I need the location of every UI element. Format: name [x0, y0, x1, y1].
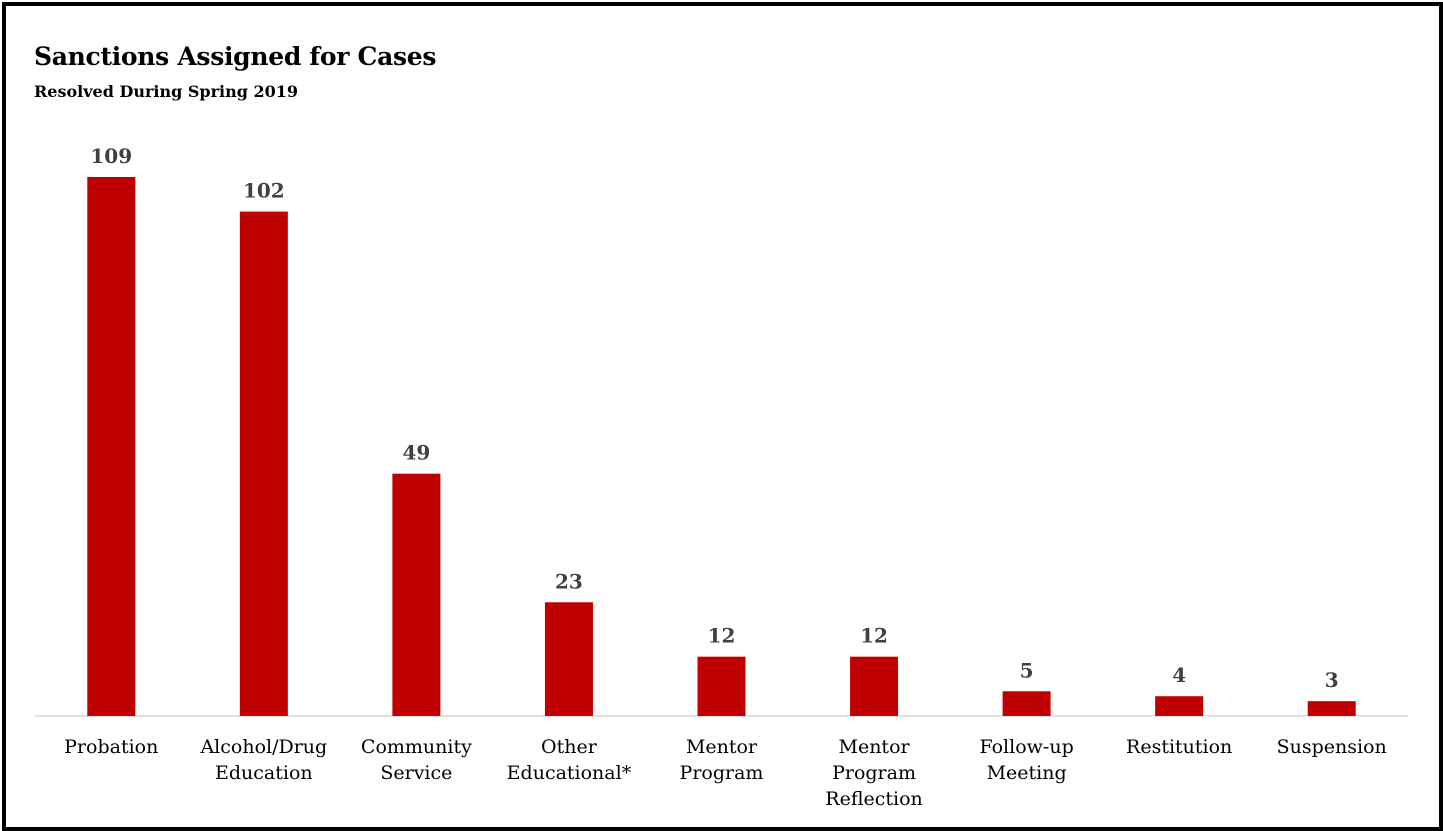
data-label: 102	[243, 179, 285, 203]
bar	[87, 177, 136, 716]
data-label: 12	[860, 624, 888, 648]
bar	[544, 602, 593, 716]
bar	[239, 211, 288, 716]
category-label: Community Service	[361, 736, 472, 784]
bar	[850, 656, 899, 716]
chart-subtitle: Resolved During Spring 2019	[34, 82, 299, 101]
data-label: 23	[555, 569, 583, 593]
chart-title: Sanctions Assigned for Cases	[34, 42, 437, 71]
data-label: 109	[90, 144, 132, 168]
category-label: Mentor Program	[680, 736, 764, 784]
category-label: Mentor Program Reflection	[825, 736, 923, 810]
bar	[1002, 691, 1051, 716]
data-label: 12	[708, 624, 736, 648]
category-label: Probation	[64, 736, 158, 758]
category-label: Alcohol/Drug Education	[199, 736, 327, 784]
bar	[1155, 696, 1204, 716]
data-label: 3	[1325, 668, 1339, 692]
category-label: Follow-up Meeting	[979, 736, 1073, 784]
category-label: Suspension	[1277, 736, 1387, 758]
category-label: Restitution	[1126, 736, 1232, 758]
category-label: Other Educational*	[507, 736, 632, 784]
data-label: 49	[402, 441, 430, 465]
data-label: 5	[1020, 658, 1034, 682]
data-label: 4	[1172, 663, 1186, 687]
bar	[1307, 701, 1356, 716]
bar	[392, 473, 441, 716]
bar	[697, 656, 746, 716]
